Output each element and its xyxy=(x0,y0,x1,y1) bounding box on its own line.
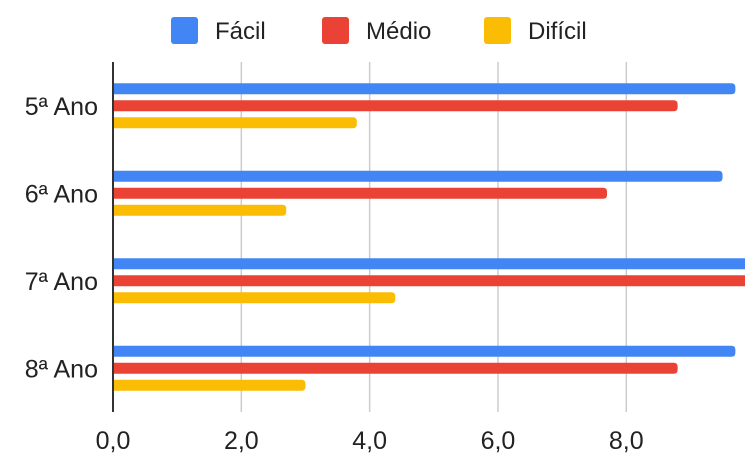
category-label-2: 6ª Ano xyxy=(25,180,98,208)
legend-label-1: Fácil xyxy=(215,18,266,45)
bar-1-2 xyxy=(113,100,678,112)
bar-2-1 xyxy=(113,170,723,182)
bar-3-3 xyxy=(113,292,396,304)
legend-label-2: Médio xyxy=(366,18,431,45)
category-label-4: 8ª Ano xyxy=(25,355,98,383)
bar-3-1 xyxy=(113,258,745,270)
x-tick-label-4: 6,0 xyxy=(481,427,516,454)
x-tick-label-3: 4,0 xyxy=(352,427,387,454)
x-tick-labels: 0,0 2,0 4,0 6,0 8,0 xyxy=(96,427,644,454)
legend-swatch-1 xyxy=(171,17,198,44)
bar-4-2 xyxy=(113,362,678,374)
category-label-1: 5ª Ano xyxy=(25,93,98,121)
legend-swatch-2 xyxy=(322,17,349,44)
category-label-3: 7ª Ano xyxy=(25,268,98,296)
gridlines xyxy=(240,62,628,412)
legend-label-3: Difícil xyxy=(528,18,587,45)
x-tick-label-2: 2,0 xyxy=(224,427,259,454)
bar-2-2 xyxy=(113,187,608,199)
bar-1-3 xyxy=(113,117,357,129)
bar-2-3 xyxy=(113,204,287,216)
x-tick-label-1: 0,0 xyxy=(96,427,131,454)
legend: Fácil Médio Difícil xyxy=(171,17,587,45)
x-tick-label-5: 8,0 xyxy=(609,427,644,454)
bars xyxy=(113,83,745,391)
category-labels: 5ª Ano 6ª Ano 7ª Ano 8ª Ano xyxy=(25,93,98,384)
legend-swatch-3 xyxy=(484,17,511,44)
bar-1-1 xyxy=(113,83,736,95)
bar-4-1 xyxy=(113,345,736,357)
bar-4-3 xyxy=(113,379,306,391)
bar-3-2 xyxy=(113,275,745,287)
